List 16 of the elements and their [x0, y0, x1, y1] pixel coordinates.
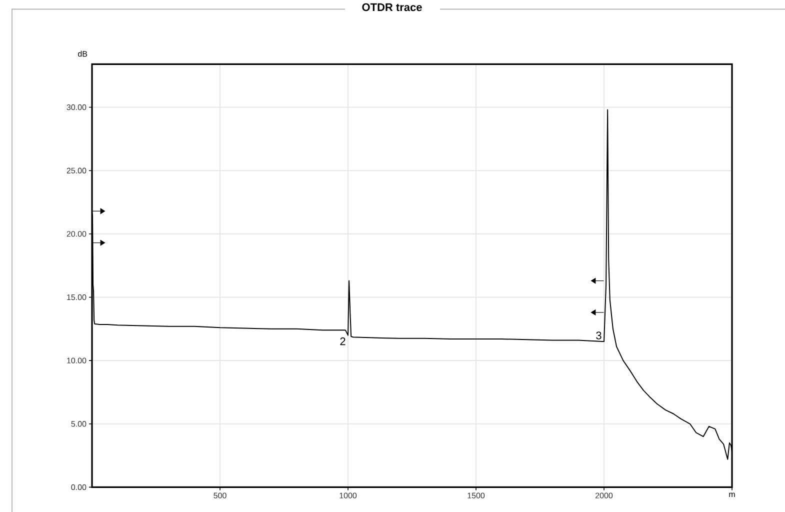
y-tick-label: 10.00 — [67, 358, 86, 364]
y-axis-title: dB — [78, 50, 88, 57]
x-tick-label: 2000 — [596, 492, 613, 498]
x-tick-label: 1000 — [340, 492, 357, 498]
y-tick-label: 25.00 — [66, 168, 86, 174]
y-tick-label: 20.00 — [66, 230, 86, 237]
y-tick-label: 15.00 — [67, 294, 86, 300]
x-tick-label: 500 — [214, 492, 226, 498]
x-tick-label: 1500 — [468, 492, 485, 498]
y-tick-label: 30.00 — [66, 104, 86, 110]
x-axis-title: m — [729, 492, 735, 497]
annotation: 2 — [340, 337, 346, 346]
y-tick-label: 0.00 — [71, 484, 86, 490]
y-tick-label: 5.00 — [71, 420, 86, 427]
annotation: 3 — [596, 331, 602, 340]
chart-title: OTDR trace — [362, 3, 422, 12]
